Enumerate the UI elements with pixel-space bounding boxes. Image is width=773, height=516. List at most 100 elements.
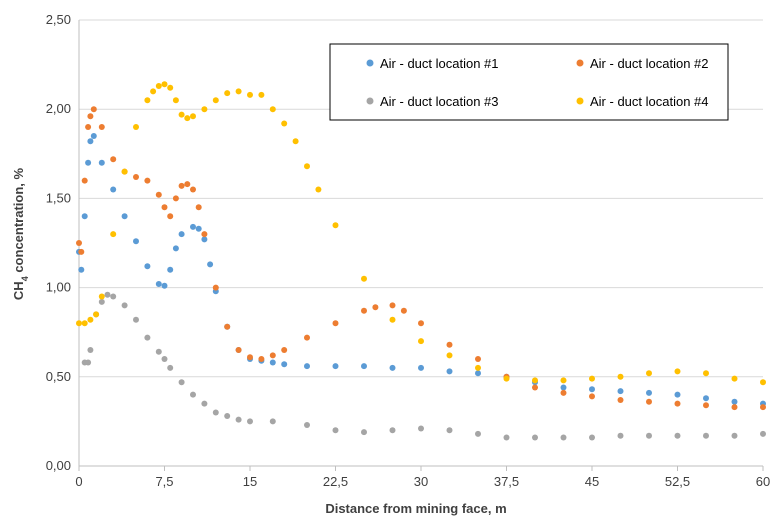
y-tick-label: 2,50: [46, 12, 71, 27]
y-axis-title: CH4 concentration, %: [11, 167, 30, 300]
data-point: [110, 156, 117, 163]
data-point: [304, 363, 310, 370]
data-point: [235, 347, 242, 353]
data-point: [224, 413, 231, 419]
data-point: [560, 434, 567, 441]
data-point: [589, 434, 595, 441]
data-point: [731, 398, 738, 405]
legend-label-4: Air - duct location #4: [590, 94, 709, 109]
data-point: [281, 347, 288, 353]
data-point: [144, 177, 151, 184]
x-tick-label: 22,5: [323, 474, 348, 489]
data-point: [144, 263, 151, 270]
data-point: [389, 427, 396, 434]
data-point: [212, 284, 219, 291]
x-tick-label: 60: [756, 474, 770, 489]
data-point: [503, 434, 510, 441]
data-point: [195, 204, 202, 211]
data-point: [332, 427, 339, 434]
data-point: [269, 359, 276, 366]
data-point: [475, 356, 481, 362]
data-point: [646, 432, 652, 439]
data-point: [104, 291, 111, 298]
data-point: [201, 236, 208, 243]
data-point: [315, 186, 322, 193]
data-point: [446, 341, 453, 348]
data-point: [121, 213, 128, 220]
data-point: [304, 163, 310, 170]
data-point: [133, 316, 139, 323]
data-point: [418, 320, 424, 327]
legend-label-3: Air - duct location #3: [380, 94, 499, 109]
data-point: [617, 373, 624, 380]
data-point: [281, 120, 288, 127]
data-point: [155, 348, 162, 355]
data-point: [258, 91, 265, 98]
data-point: [93, 311, 100, 318]
data-point: [292, 138, 299, 145]
data-point: [76, 320, 82, 327]
data-point: [269, 418, 276, 425]
y-tick-label: 1,00: [46, 280, 71, 295]
data-point: [674, 391, 681, 398]
data-point: [760, 379, 766, 386]
data-point: [731, 404, 738, 411]
data-point: [161, 282, 168, 289]
data-point: [76, 240, 82, 246]
data-point: [646, 389, 652, 396]
data-point: [304, 422, 310, 428]
data-point: [503, 375, 510, 382]
data-point: [201, 231, 208, 238]
series-4: [76, 81, 766, 386]
data-point: [418, 425, 424, 432]
data-point: [87, 113, 94, 120]
legend-marker-3: [366, 97, 374, 105]
data-point: [190, 113, 196, 120]
legend-label-2: Air - duct location #2: [590, 56, 709, 71]
data-point: [389, 316, 396, 323]
data-point: [172, 195, 179, 202]
data-point: [195, 225, 202, 232]
data-point: [85, 159, 92, 166]
data-point: [446, 368, 453, 375]
legend-marker-2: [576, 59, 584, 67]
data-point: [133, 238, 139, 245]
data-point: [332, 320, 339, 327]
data-point: [235, 88, 242, 95]
data-point: [760, 404, 766, 411]
data-point: [475, 430, 481, 437]
data-point: [617, 388, 624, 395]
data-point: [258, 356, 265, 362]
data-point: [133, 174, 139, 180]
data-point: [155, 281, 162, 287]
data-point: [155, 191, 162, 198]
series-2: [76, 106, 766, 411]
x-tick-label: 45: [585, 474, 599, 489]
data-point: [674, 432, 681, 439]
data-point: [589, 393, 595, 400]
data-point: [361, 429, 367, 436]
data-point: [560, 377, 567, 384]
data-point: [172, 245, 179, 252]
data-point: [304, 334, 310, 341]
data-point: [235, 416, 242, 423]
legend-label-1: Air - duct location #1: [380, 56, 499, 71]
data-point: [190, 391, 196, 398]
data-point: [81, 213, 88, 220]
data-point: [110, 231, 117, 238]
data-point: [475, 370, 481, 377]
data-point: [110, 186, 117, 193]
data-point: [269, 106, 276, 113]
data-point: [190, 186, 196, 193]
data-point: [98, 293, 105, 300]
data-point: [372, 304, 379, 311]
data-point: [85, 359, 92, 366]
data-point: [150, 88, 157, 95]
y-axis-title-prefix: CH: [11, 281, 26, 300]
data-point: [560, 384, 567, 391]
data-point: [184, 181, 191, 188]
data-point: [332, 222, 339, 229]
data-point: [646, 398, 652, 405]
